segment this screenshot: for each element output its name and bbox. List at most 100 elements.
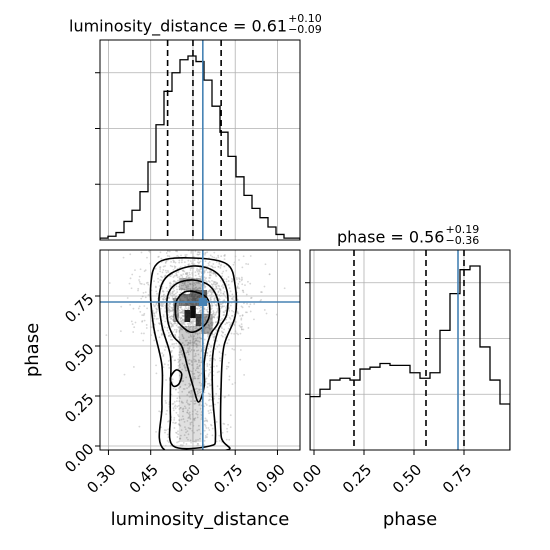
sample-point <box>234 324 236 327</box>
sample-point <box>170 351 173 354</box>
sample-point <box>196 349 198 352</box>
sample-point <box>186 339 188 342</box>
sample-point <box>175 324 178 327</box>
sample-point <box>182 337 185 339</box>
sample-point <box>196 444 199 447</box>
sample-point <box>175 342 178 345</box>
sample-point <box>129 277 132 280</box>
sample-point <box>164 444 167 447</box>
sample-point <box>225 306 227 309</box>
sample-point <box>222 422 225 425</box>
sample-point <box>187 331 190 334</box>
sample-point <box>214 304 217 306</box>
sample-point <box>203 420 206 423</box>
sample-point <box>206 433 209 436</box>
sample-point <box>169 264 172 267</box>
sample-point <box>186 409 189 412</box>
sample-point <box>172 387 175 390</box>
sample-point <box>193 358 195 361</box>
sample-point <box>186 343 189 346</box>
sample-point <box>170 322 173 325</box>
sample-point <box>199 268 201 271</box>
sample-point <box>178 285 180 288</box>
sample-point <box>196 410 199 413</box>
sample-point <box>185 307 188 310</box>
title-minus: −0.36 <box>445 234 480 247</box>
axes-frame <box>99 39 301 241</box>
sample-point <box>200 312 202 315</box>
sample-point <box>196 267 199 270</box>
sample-point <box>207 375 210 377</box>
sample-point <box>172 421 175 424</box>
sample-point <box>165 271 168 274</box>
sample-point <box>218 370 220 373</box>
sample-point <box>210 411 213 414</box>
density-block <box>190 306 196 318</box>
sample-point <box>231 347 234 350</box>
sample-point <box>243 302 245 305</box>
sample-point <box>268 273 271 276</box>
sample-point <box>215 321 218 323</box>
sample-point <box>206 354 208 357</box>
sample-point <box>228 338 230 341</box>
sample-point <box>181 259 183 262</box>
sample-point <box>181 335 184 338</box>
sample-point <box>212 339 215 342</box>
sample-point <box>159 268 162 270</box>
sample-point <box>185 272 187 275</box>
sample-point <box>182 444 184 447</box>
sample-point <box>192 338 195 341</box>
sample-point <box>176 254 179 257</box>
sample-point <box>210 265 213 267</box>
sample-point <box>213 395 216 398</box>
sample-point <box>182 418 185 420</box>
sample-point <box>132 307 135 310</box>
sample-point <box>232 310 235 313</box>
sample-point <box>195 393 198 396</box>
sample-point <box>211 295 213 298</box>
sample-point <box>207 333 209 336</box>
sample-point <box>197 247 199 249</box>
sample-point <box>169 315 172 318</box>
sample-point <box>248 305 251 308</box>
sample-point <box>215 261 218 263</box>
sample-point <box>231 309 233 312</box>
sample-point <box>183 388 186 390</box>
sample-point <box>224 353 227 356</box>
sample-point <box>240 323 243 326</box>
sample-point <box>158 336 161 339</box>
sample-point <box>164 274 167 277</box>
sample-point <box>184 426 186 429</box>
sample-point <box>162 269 165 271</box>
sample-point <box>226 322 229 324</box>
sample-point <box>190 335 192 338</box>
sample-point <box>246 302 248 305</box>
sample-point <box>137 287 140 290</box>
sample-point <box>181 408 184 411</box>
sample-point <box>183 420 186 423</box>
sample-point <box>187 433 190 436</box>
sample-point <box>283 287 286 290</box>
sample-point <box>186 411 189 414</box>
x-tick-label: 0.75 <box>439 461 475 497</box>
sample-point <box>192 267 195 270</box>
sample-point <box>172 315 174 318</box>
sample-point <box>200 350 203 353</box>
sample-point <box>164 320 167 323</box>
sample-point <box>180 400 183 403</box>
sample-point <box>203 279 206 282</box>
sample-point <box>178 400 181 403</box>
sample-point <box>178 408 181 410</box>
sample-point <box>205 404 208 406</box>
y-tick-label: 0.00 <box>61 440 97 476</box>
sample-point <box>214 359 217 361</box>
sample-point <box>178 395 181 398</box>
sample-point <box>243 374 246 376</box>
sample-point <box>186 387 188 390</box>
sample-point <box>193 419 196 422</box>
sample-point <box>219 359 222 362</box>
sample-point <box>151 326 154 329</box>
sample-point <box>210 404 212 407</box>
sample-point <box>192 345 195 348</box>
sample-point <box>218 344 221 346</box>
